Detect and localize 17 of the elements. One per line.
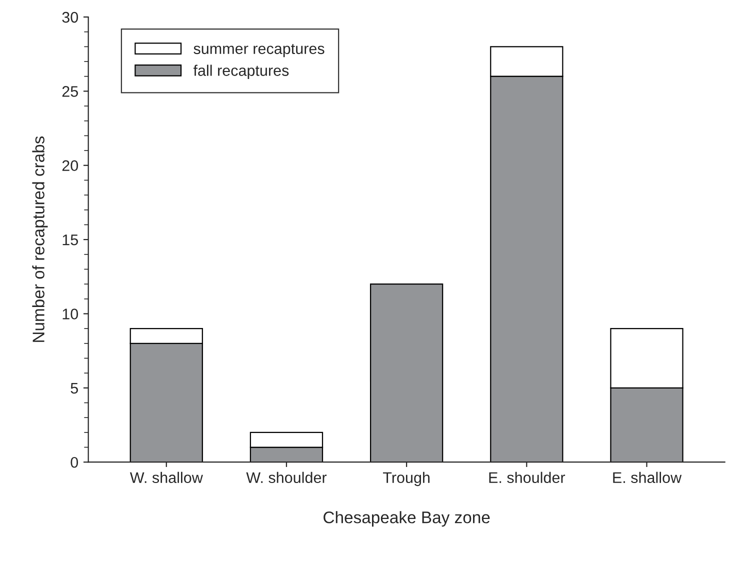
x-tick-label: Trough [382, 472, 430, 486]
y-tick-label: 15 [62, 234, 78, 246]
x-tick-label: E. shallow [613, 472, 682, 484]
x-tick-label: W. shallow [130, 472, 203, 484]
y-tick-label: 30 [62, 12, 78, 23]
legend-label: fall recaptures [193, 64, 289, 79]
x-tick-label: W. shoulder [246, 472, 327, 484]
y-tick-label: 25 [62, 86, 78, 97]
bar [370, 284, 444, 462]
y-axis-title: Number of recaptured crabs [32, 136, 48, 342]
y-tick-label: 0 [70, 456, 78, 468]
legend-label: summer recaptures [194, 44, 324, 58]
y-tick-label: 10 [62, 308, 78, 320]
y-tick-label: 20 [62, 160, 78, 172]
x-axis-title: Chesapeake Bay zone [324, 511, 490, 527]
x-tick-label: E. shoulder [489, 472, 566, 484]
y-tick-label: 5 [70, 382, 78, 394]
